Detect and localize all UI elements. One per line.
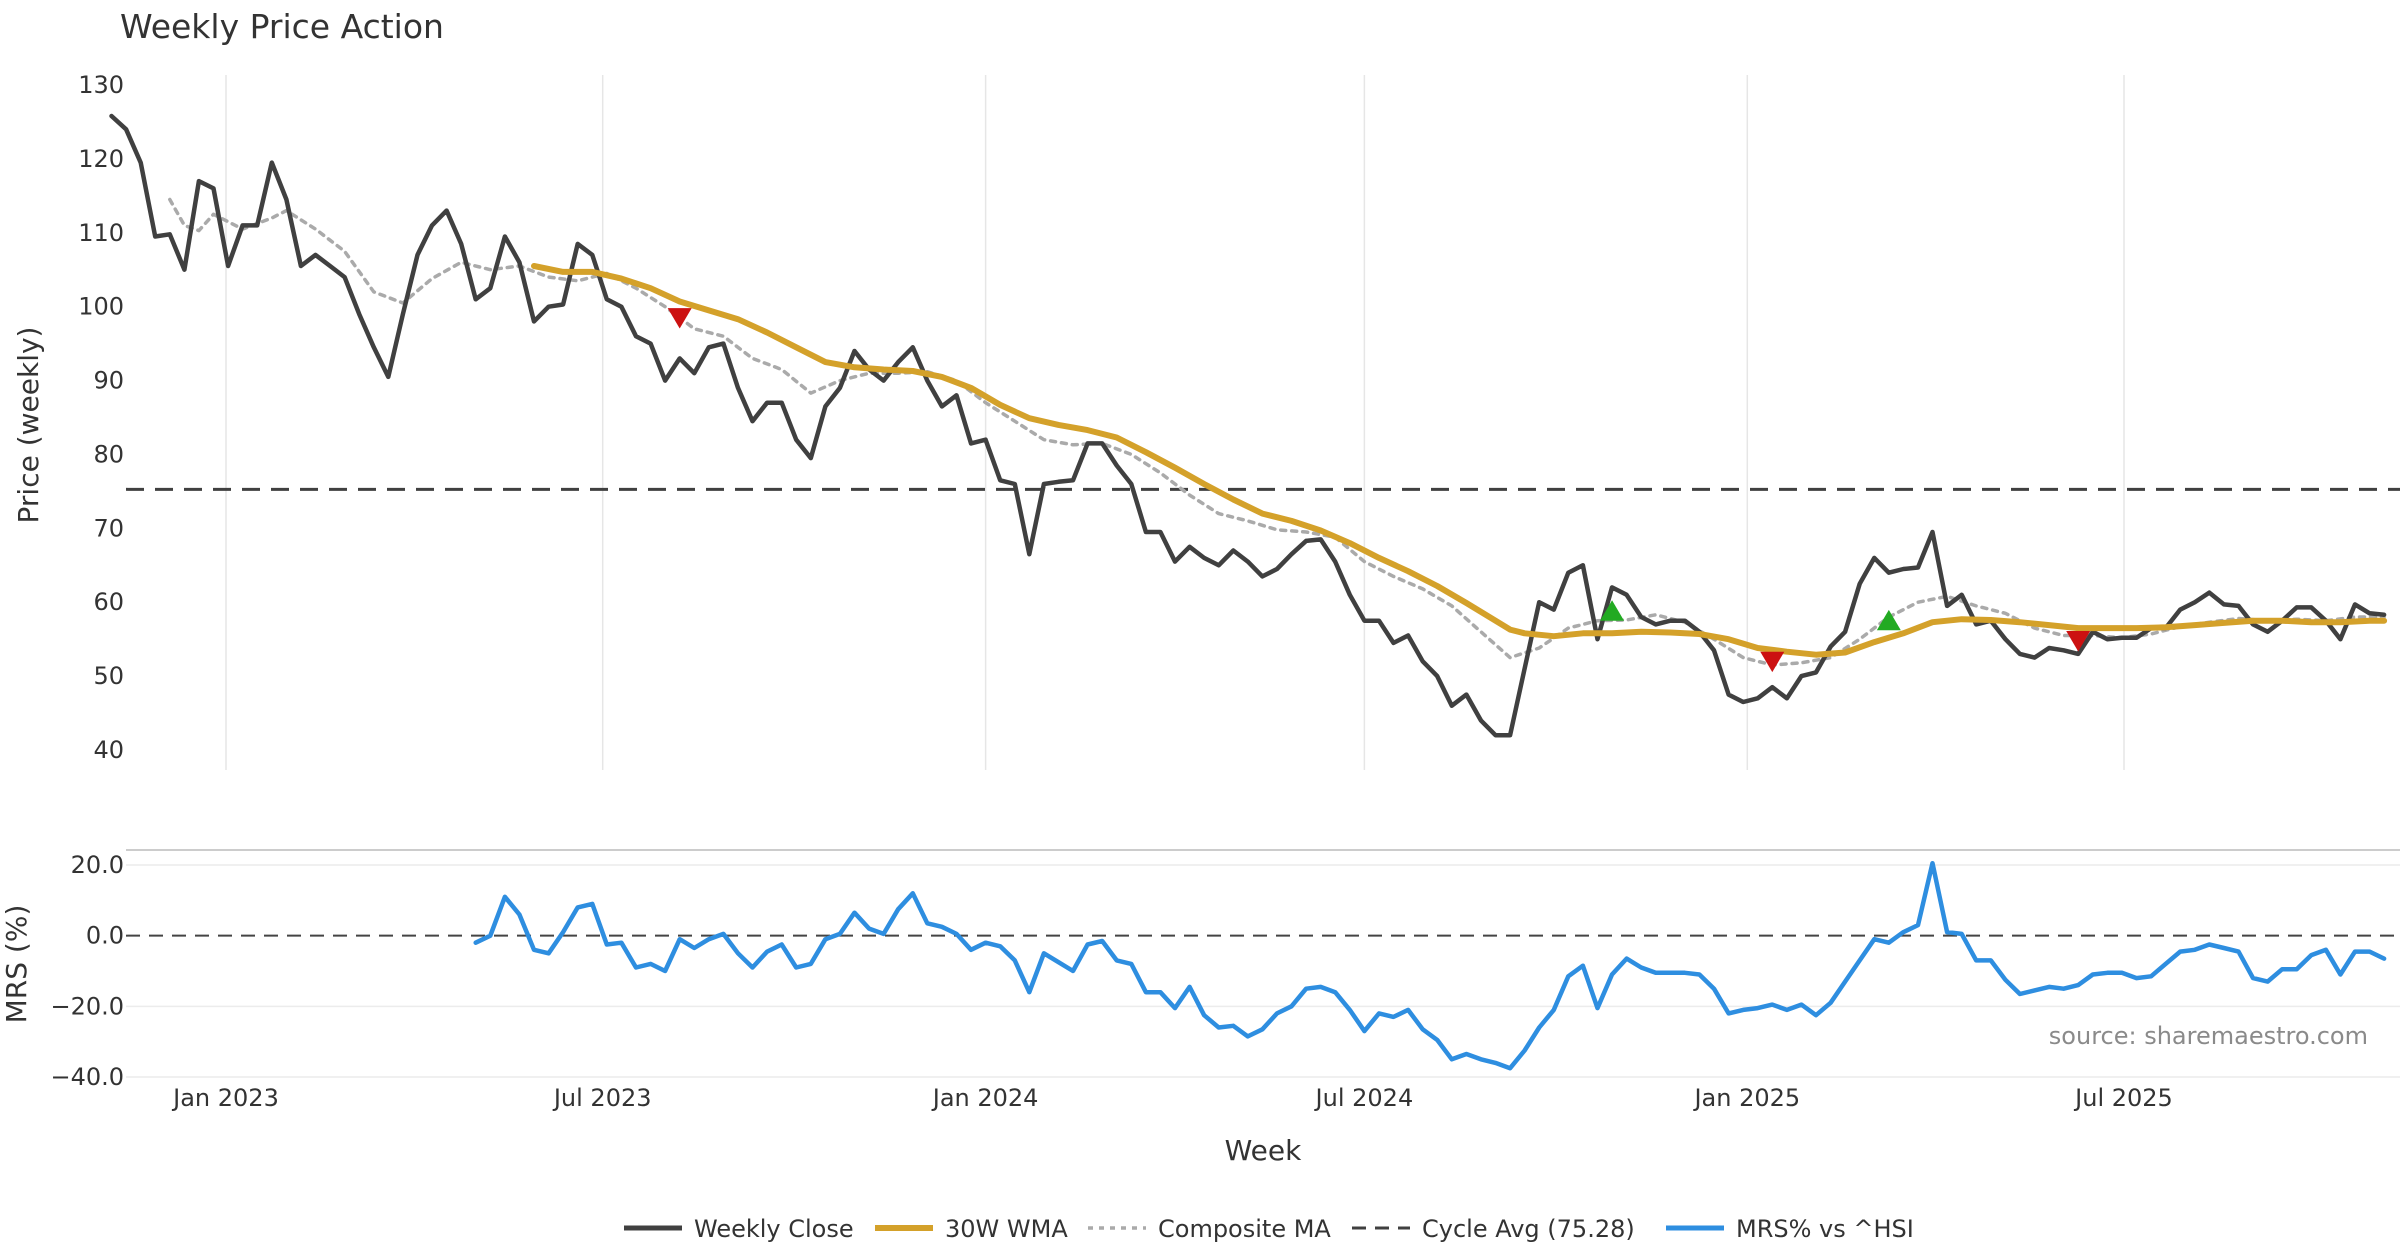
price-y-axis-title: Price (weekly) [12, 327, 45, 524]
legend-item-composite-ma: Composite MA [1088, 1215, 1331, 1243]
price-y-tick-label: 50 [93, 662, 124, 690]
price-y-tick-label: 90 [93, 367, 124, 395]
price-y-tick-label: 120 [78, 145, 124, 173]
x-tick-label: Jul 2025 [2073, 1084, 2173, 1112]
legend-item-cycle-avg-75-28: Cycle Avg (75.28) [1352, 1215, 1635, 1243]
series-mrs-vs-hsi-line [473, 860, 2387, 1071]
mrs-panel-series [473, 860, 2387, 1071]
price-y-tick-label: 40 [93, 736, 124, 764]
mrs-panel-grid [126, 849, 2400, 1078]
signal-markers [667, 308, 2091, 673]
legend: Weekly Close 30W WMA Composite MA Cycle Avg… [624, 1215, 1914, 1243]
legend-item-weekly-close: Weekly Close [624, 1215, 854, 1243]
legend-label: MRS% vs ^HSI [1736, 1215, 1914, 1243]
price-y-tick-label: 80 [93, 440, 124, 468]
price-panel-grid [225, 75, 2125, 770]
x-tick-label: Jan 2023 [171, 1084, 279, 1112]
legend-label: 30W WMA [945, 1215, 1068, 1243]
price-y-tick-label: 100 [78, 293, 124, 321]
mrs-y-tick-label: −20.0 [50, 992, 124, 1020]
chart-title: Weekly Price Action [120, 7, 444, 46]
sell-signal-marker [1760, 651, 1785, 673]
series-30w-wma-line [531, 263, 2388, 658]
price-panel-series [109, 113, 2400, 738]
legend-item-mrs-vs-hsi: MRS% vs ^HSI [1666, 1215, 1914, 1243]
mrs-y-tick-label: −40.0 [50, 1063, 124, 1091]
buy-signal-marker [1600, 600, 1625, 621]
sell-signal-marker [667, 308, 692, 329]
legend-item-30w-wma: 30W WMA [875, 1215, 1068, 1243]
price-y-axis: 40 50 60 70 80 90 100 110 120 130 [78, 71, 124, 764]
price-y-tick-label: 70 [93, 514, 124, 542]
legend-label: Composite MA [1158, 1215, 1331, 1243]
x-tick-label: Jan 2025 [1692, 1084, 1800, 1112]
source-label: source: sharemaestro.com [2049, 1022, 2368, 1050]
x-tick-label: Jan 2024 [931, 1084, 1039, 1112]
price-y-tick-label: 110 [78, 219, 124, 247]
mrs-y-axis-title: MRS (%) [0, 905, 33, 1024]
mrs-y-tick-label: 0.0 [86, 922, 124, 950]
mrs-y-tick-label: 20.0 [71, 851, 124, 879]
series-composite-ma-line [168, 197, 2386, 667]
series-weekly-close-line [109, 113, 2387, 738]
x-tick-label: Jul 2024 [1314, 1084, 1414, 1112]
price-y-tick-label: 60 [93, 588, 124, 616]
legend-label: Cycle Avg (75.28) [1422, 1215, 1635, 1243]
legend-label: Weekly Close [694, 1215, 854, 1243]
price-y-tick-label: 130 [78, 71, 124, 99]
mrs-y-axis: 20.0 0.0 −20.0 −40.0 [50, 851, 124, 1091]
x-axis-title: Week [1225, 1134, 1302, 1167]
sell-signal-marker [2066, 631, 2091, 652]
x-axis: Jan 2023 Jul 2023 Jan 2024 Jul 2024 Jan 2025… [171, 1084, 2173, 1112]
x-tick-label: Jul 2023 [552, 1084, 652, 1112]
buy-signal-marker [1876, 609, 1901, 631]
